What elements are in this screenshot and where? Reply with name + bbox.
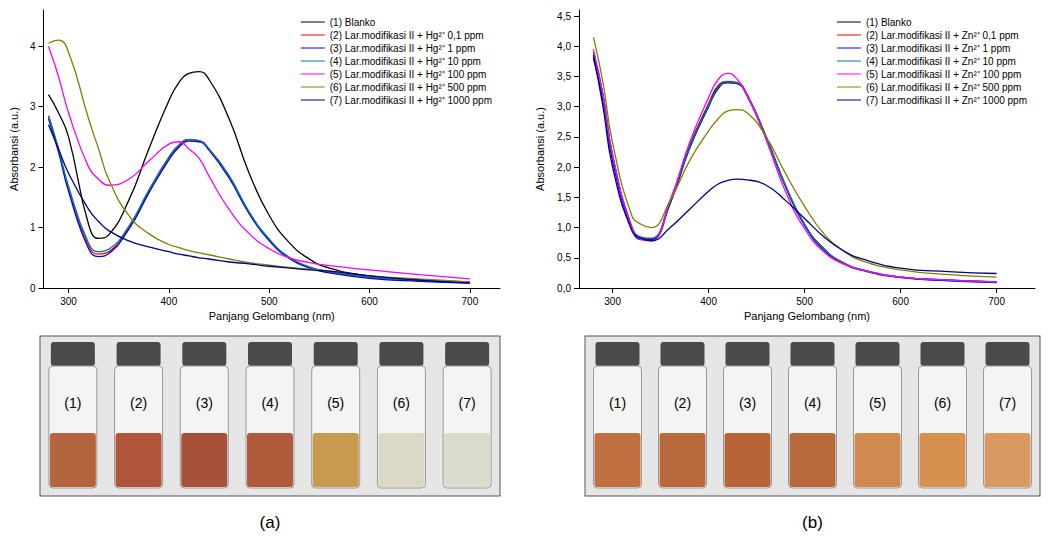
- svg-text:1: 1: [30, 222, 36, 233]
- svg-text:600: 600: [892, 296, 909, 307]
- svg-text:Absorbansi (a.u.): Absorbansi (a.u.): [8, 107, 20, 191]
- svg-text:400: 400: [700, 296, 717, 307]
- svg-text:(1) Blanko: (1) Blanko: [330, 17, 376, 28]
- svg-text:(4) Lar.modifikasi II + Zn²⁺ 1: (4) Lar.modifikasi II + Zn²⁺ 10 ppm: [866, 56, 1016, 67]
- svg-text:(7) Lar.modifikasi II + Zn²⁺ 1: (7) Lar.modifikasi II + Zn²⁺ 1000 ppm: [866, 95, 1027, 106]
- svg-text:700: 700: [988, 296, 1005, 307]
- svg-text:(4): (4): [804, 395, 821, 411]
- svg-text:(1): (1): [609, 395, 626, 411]
- svg-text:Panjang Gelombang (nm): Panjang Gelombang (nm): [744, 310, 870, 322]
- svg-text:1,5: 1,5: [557, 192, 571, 203]
- svg-text:(6): (6): [393, 395, 410, 411]
- svg-text:0,5: 0,5: [557, 252, 571, 263]
- svg-text:(2) Lar.modifikasi II + Zn²⁺ 0: (2) Lar.modifikasi II + Zn²⁺ 0,1 ppm: [866, 30, 1019, 41]
- svg-text:(4) Lar.modifikasi II + Hg²⁺ 1: (4) Lar.modifikasi II + Hg²⁺ 10 ppm: [330, 56, 481, 67]
- svg-text:(4): (4): [261, 395, 278, 411]
- svg-text:(b): (b): [802, 513, 823, 532]
- svg-text:(5) Lar.modifikasi II + Hg²⁺ 1: (5) Lar.modifikasi II + Hg²⁺ 100 ppm: [330, 69, 487, 80]
- svg-text:700: 700: [462, 296, 479, 307]
- svg-text:Panjang Gelombang (nm): Panjang Gelombang (nm): [209, 310, 335, 322]
- svg-text:1,0: 1,0: [557, 222, 571, 233]
- svg-text:500: 500: [261, 296, 278, 307]
- svg-text:0,0: 0,0: [557, 283, 571, 294]
- svg-text:300: 300: [604, 296, 621, 307]
- svg-text:2: 2: [30, 162, 36, 173]
- svg-text:3,5: 3,5: [557, 71, 571, 82]
- svg-text:3: 3: [30, 101, 36, 112]
- svg-text:(2): (2): [130, 395, 147, 411]
- svg-text:(2): (2): [674, 395, 691, 411]
- svg-text:400: 400: [161, 296, 178, 307]
- svg-text:(3) Lar.modifikasi II + Zn²⁺ 1: (3) Lar.modifikasi II + Zn²⁺ 1 ppm: [866, 43, 1010, 54]
- svg-text:(2) Lar.modifikasi II + Hg²⁺ 0: (2) Lar.modifikasi II + Hg²⁺ 0,1 ppm: [330, 30, 484, 41]
- svg-text:2,5: 2,5: [557, 131, 571, 142]
- svg-text:(5) Lar.modifikasi II + Zn²⁺ 1: (5) Lar.modifikasi II + Zn²⁺ 100 ppm: [866, 69, 1022, 80]
- svg-text:(a): (a): [260, 513, 281, 532]
- svg-text:600: 600: [361, 296, 378, 307]
- svg-text:(7): (7): [999, 395, 1016, 411]
- svg-text:3,0: 3,0: [557, 101, 571, 112]
- svg-text:4,0: 4,0: [557, 41, 571, 52]
- svg-text:(3): (3): [739, 395, 756, 411]
- svg-text:(1): (1): [64, 395, 81, 411]
- svg-text:(7): (7): [459, 395, 476, 411]
- svg-text:Absorbansi (a.u.): Absorbansi (a.u.): [534, 107, 546, 191]
- svg-text:(6) Lar.modifikasi II + Zn²⁺ 5: (6) Lar.modifikasi II + Zn²⁺ 500 ppm: [866, 82, 1022, 93]
- svg-text:(7) Lar.modifikasi II + Hg²⁺ 1: (7) Lar.modifikasi II + Hg²⁺ 1000 ppm: [330, 95, 492, 106]
- svg-text:4: 4: [30, 41, 36, 52]
- svg-text:2,0: 2,0: [557, 162, 571, 173]
- svg-text:(6) Lar.modifikasi II + Hg²⁺ 5: (6) Lar.modifikasi II + Hg²⁺ 500 ppm: [330, 82, 487, 93]
- svg-text:300: 300: [60, 296, 77, 307]
- svg-text:4,5: 4,5: [557, 11, 571, 22]
- svg-text:500: 500: [796, 296, 813, 307]
- svg-text:0: 0: [30, 283, 36, 294]
- svg-text:(6): (6): [934, 395, 951, 411]
- svg-text:(3): (3): [196, 395, 213, 411]
- svg-text:(5): (5): [869, 395, 886, 411]
- svg-text:(1) Blanko: (1) Blanko: [866, 17, 912, 28]
- svg-text:(3) Lar.modifikasi II + Hg²⁺ 1: (3) Lar.modifikasi II + Hg²⁺ 1 ppm: [330, 43, 476, 54]
- svg-text:(5): (5): [327, 395, 344, 411]
